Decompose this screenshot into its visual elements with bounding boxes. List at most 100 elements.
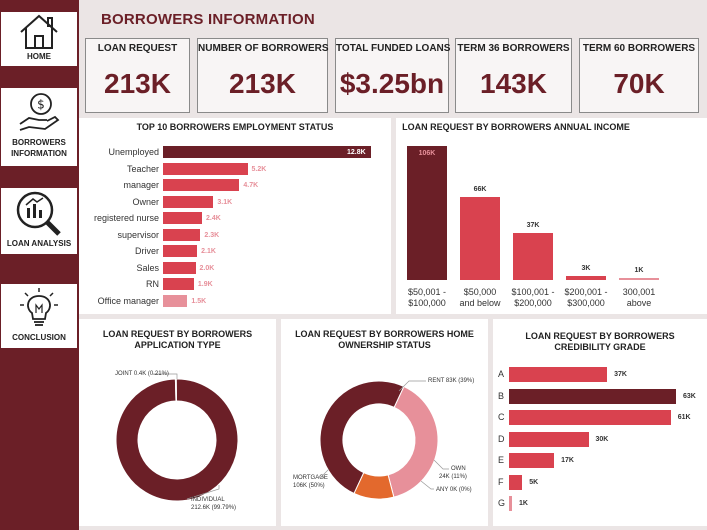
bar-category-label: Unemployed (108, 147, 159, 157)
bar-value-label: 1K (634, 267, 644, 274)
home-icon (20, 14, 58, 49)
kpi-loan-request: LOAN REQUEST 213K (85, 38, 190, 113)
bar (460, 196, 500, 280)
bar (509, 367, 608, 382)
bar-category-label: F (498, 476, 504, 487)
bar-value-label: 3.1K (217, 198, 233, 206)
bar (509, 388, 676, 404)
bar-value-label: 3K (581, 265, 591, 273)
bar-value-label: 1.9K (197, 281, 213, 288)
bar-value-label: 1K (519, 500, 528, 507)
home-ownership-panel: LOAN REQUEST BY BORROWERS HOME OWNERSHIP… (281, 319, 488, 526)
nav-loan-analysis-button[interactable]: LOAN ANALYSIS (1, 188, 77, 254)
credibility-grade-panel: LOAN REQUEST BY BORROWERS CREDIBILITY GR… (493, 319, 707, 526)
bar-value-label: 37K (614, 371, 627, 378)
nav-conclusion-label: CONCLUSION (12, 333, 66, 342)
bar-category-label: Driver (135, 246, 159, 256)
bar (163, 278, 194, 290)
bar-value-label: 1.5K (191, 297, 207, 305)
kpi-label: TERM 36 BORROWERS (457, 43, 570, 54)
donut-slice (319, 380, 405, 495)
bar-value-label: 61K (677, 414, 691, 421)
bar-value-label: 37K (526, 222, 540, 230)
bar-value-label: 17K (561, 457, 574, 464)
bar (509, 496, 512, 511)
slice-label: 106K (50%) (293, 483, 325, 489)
bar-category-label: $200,000 (514, 298, 552, 308)
kpi-total-funded-loans: TOTAL FUNDED LOANS $3.25bn (335, 38, 451, 113)
money-hand-icon: $ (19, 93, 60, 131)
bar-category-label: G (498, 498, 506, 508)
bar-category-label: $50,001 - (407, 287, 447, 297)
bar (509, 453, 555, 468)
kpi-number-of-borrowers: NUMBER OF BORROWERS 213K (197, 38, 329, 113)
nav-borrowers-button[interactable]: $ BORROWERS INFORMATION (1, 88, 77, 166)
slice-label: MORTGAGE (293, 475, 328, 481)
nav-home-button[interactable]: HOME (1, 12, 77, 66)
kpi-label: TERM 60 BORROWERS (582, 43, 696, 54)
donut-slice (353, 471, 395, 500)
bar-category-label: D (498, 433, 505, 444)
svg-text:$: $ (37, 98, 45, 112)
bar (509, 410, 671, 425)
bar-value-label: 30K (595, 435, 609, 443)
bar (513, 233, 553, 280)
nav-loan-analysis-label: LOAN ANALYSIS (6, 239, 72, 248)
bar-value-label: 2.4K (206, 215, 221, 222)
leader-line (186, 485, 220, 500)
bar-category-label: $200,001 - (564, 287, 608, 297)
slice-label: ANY 0K (0%) (436, 487, 472, 493)
bar-category-label: above (626, 298, 652, 308)
chart-title: LOAN REQUEST BY BORROWERS ANNUAL INCOME (402, 122, 630, 132)
bar-category-label: Office manager (97, 295, 159, 306)
application-donut-chart (115, 373, 239, 502)
slice-label: RENT 83K (39%) (428, 378, 475, 384)
nav-conclusion-button[interactable]: CONCLUSION (1, 284, 77, 348)
kpi-value: 213K (229, 68, 296, 99)
bar-value-label: 12.8K (347, 149, 366, 156)
slice-label: 212.6K (99.79%) (191, 505, 237, 511)
bar-category-label: Owner (132, 196, 159, 207)
kpi-label: TOTAL FUNDED LOANS (336, 43, 451, 54)
slice-label: JOINT 0.4K (0.21%) (115, 371, 169, 377)
donut-slice (174, 378, 177, 402)
chart-magnifier-icon (16, 191, 61, 236)
bar-category-label: E (498, 455, 505, 465)
bar (163, 195, 214, 208)
slice-label: 24K (11%) (439, 474, 467, 480)
chart-title-line2: CREDIBILITY GRADE (554, 342, 646, 352)
main-area: BORROWERS INFORMATION LOAN REQUEST 213K … (79, 0, 707, 530)
kpi-value: $3.25bn (339, 68, 445, 99)
leader-line (153, 373, 178, 379)
lightbulb-icon (20, 288, 58, 326)
annual-income-panel: LOAN REQUEST BY BORROWERS ANNUAL INCOME … (396, 118, 707, 314)
bar-category-label: Sales (136, 262, 159, 273)
chart-title-line1: LOAN REQUEST BY BORROWERS (525, 331, 675, 341)
bar-category-label: 300,001 (622, 287, 656, 297)
bar (163, 228, 201, 241)
nav-home-label: HOME (27, 52, 51, 61)
bar-value-label: 2.0K (199, 264, 215, 272)
bar-category-label: B (498, 390, 505, 401)
bar (163, 294, 188, 307)
bar-value-label: 106K (418, 150, 436, 157)
bar (509, 474, 523, 490)
kpi-term-36-borrowers: TERM 36 BORROWERS 143K (455, 38, 572, 113)
slice-label: INDIVIDUAL (191, 497, 225, 503)
chart-title-line2: APPLICATION TYPE (134, 340, 221, 350)
chart-title: TOP 10 BORROWERS EMPLOYMENT STATUS (136, 122, 334, 132)
kpi-value: 213K (104, 68, 171, 99)
bar-category-label: A (498, 369, 505, 379)
bar-category-label: C (498, 412, 505, 422)
leader-line (320, 468, 330, 478)
bar (509, 431, 589, 447)
application-type-panel: LOAN REQUEST BY BORROWERS APPLICATION TY… (79, 319, 276, 526)
leader-line (433, 459, 449, 470)
bar-category-label: registered nurse (93, 213, 159, 223)
bar (407, 146, 447, 280)
bar-value-label: 4.7K (243, 182, 259, 189)
bar-category-label: and below (459, 298, 501, 308)
bar (163, 261, 196, 274)
employment-status-panel: TOP 10 BORROWERS EMPLOYMENT STATUS Unemp… (79, 118, 391, 314)
bar-category-label: supervisor (117, 229, 159, 240)
